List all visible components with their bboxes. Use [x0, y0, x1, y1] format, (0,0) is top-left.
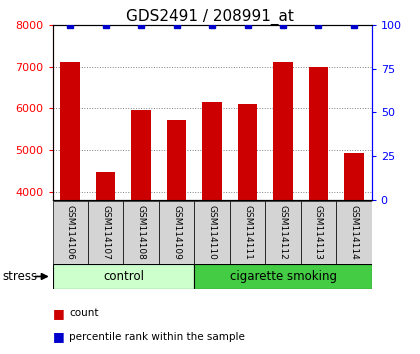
Text: GSM114108: GSM114108	[136, 205, 146, 260]
Bar	[167, 120, 186, 200]
Text: ■: ■	[52, 307, 64, 320]
Bar	[309, 67, 328, 200]
Bar	[60, 62, 80, 200]
Bar	[344, 153, 364, 200]
Text: GSM114106: GSM114106	[66, 205, 75, 260]
Bar	[265, 201, 301, 264]
Bar	[52, 201, 88, 264]
Text: stress: stress	[2, 270, 37, 283]
Text: GSM114107: GSM114107	[101, 205, 110, 260]
Text: ■: ■	[52, 331, 64, 343]
Bar	[96, 172, 116, 200]
Bar	[131, 110, 151, 200]
Text: GDS2491 / 208991_at: GDS2491 / 208991_at	[126, 9, 294, 25]
Bar	[88, 201, 123, 264]
Bar	[194, 201, 230, 264]
Text: GSM114114: GSM114114	[349, 205, 358, 259]
Bar	[273, 62, 293, 200]
Bar	[52, 264, 194, 289]
Text: GSM114112: GSM114112	[278, 205, 288, 259]
Bar	[194, 264, 372, 289]
Text: GSM114110: GSM114110	[207, 205, 217, 260]
Text: control: control	[103, 270, 144, 283]
Text: count: count	[69, 308, 99, 318]
Text: GSM114111: GSM114111	[243, 205, 252, 260]
Text: GSM114113: GSM114113	[314, 205, 323, 260]
Bar	[202, 102, 222, 200]
Bar	[159, 201, 194, 264]
Text: cigarette smoking: cigarette smoking	[230, 270, 336, 283]
Text: GSM114109: GSM114109	[172, 205, 181, 260]
Bar	[230, 201, 265, 264]
Bar	[238, 104, 257, 200]
Bar	[301, 201, 336, 264]
Text: percentile rank within the sample: percentile rank within the sample	[69, 332, 245, 342]
Bar	[123, 201, 159, 264]
Bar	[336, 201, 372, 264]
